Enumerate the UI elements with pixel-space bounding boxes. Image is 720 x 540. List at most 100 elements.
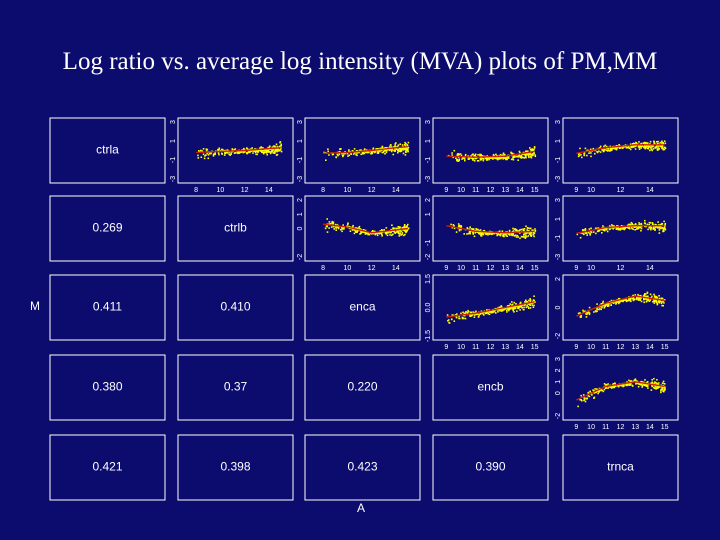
data-point xyxy=(587,231,590,234)
data-point xyxy=(625,145,628,148)
data-point xyxy=(585,232,588,234)
data-point xyxy=(641,386,643,388)
data-point xyxy=(271,150,274,153)
data-point xyxy=(661,388,664,391)
data-point xyxy=(651,384,653,387)
data-point xyxy=(610,149,613,151)
data-point xyxy=(646,381,649,383)
data-point xyxy=(469,226,471,229)
data-point xyxy=(377,148,379,150)
data-point xyxy=(469,232,471,234)
data-point xyxy=(333,228,335,230)
data-point xyxy=(586,397,588,400)
data-point xyxy=(217,152,220,154)
data-point xyxy=(275,143,278,146)
data-point xyxy=(598,228,600,231)
data-point xyxy=(473,154,475,157)
x-tick-label: 14 xyxy=(516,187,524,194)
data-point xyxy=(358,227,360,229)
data-point xyxy=(482,230,485,232)
data-point xyxy=(618,147,621,150)
data-point xyxy=(626,381,628,383)
data-point xyxy=(269,151,271,153)
data-point xyxy=(274,149,277,152)
data-point xyxy=(456,154,459,157)
data-point xyxy=(402,234,405,237)
data-point xyxy=(356,229,358,232)
data-point xyxy=(515,305,518,308)
data-point xyxy=(625,226,627,229)
data-point xyxy=(279,149,282,151)
data-point xyxy=(474,314,476,316)
data-point xyxy=(612,225,614,227)
data-point xyxy=(523,230,525,232)
data-point xyxy=(331,222,333,224)
data-point xyxy=(644,297,647,300)
data-point xyxy=(481,231,483,234)
data-point xyxy=(622,147,624,149)
data-point xyxy=(656,302,658,305)
data-point xyxy=(591,394,593,396)
data-point xyxy=(657,383,660,386)
data-point xyxy=(613,147,615,149)
data-point xyxy=(598,391,600,393)
data-point xyxy=(603,307,606,309)
data-point xyxy=(348,150,350,153)
data-point xyxy=(655,382,657,384)
data-point xyxy=(528,233,531,235)
data-point xyxy=(532,299,535,301)
data-point xyxy=(376,232,378,235)
data-point xyxy=(359,149,361,151)
data-point xyxy=(618,384,621,387)
data-point xyxy=(627,147,629,149)
data-point xyxy=(328,221,331,223)
data-point xyxy=(508,232,511,235)
x-tick-label: 12 xyxy=(368,265,376,272)
data-point xyxy=(619,229,622,231)
data-point xyxy=(513,235,516,237)
x-axis-label: A xyxy=(357,501,365,515)
x-tick-label: 12 xyxy=(617,187,625,194)
data-point xyxy=(389,234,391,236)
data-point xyxy=(481,312,484,315)
data-point xyxy=(624,227,626,229)
data-point xyxy=(642,142,644,144)
data-point xyxy=(658,301,660,304)
data-point xyxy=(487,312,489,315)
data-point xyxy=(471,228,473,230)
data-point xyxy=(360,153,362,156)
data-point xyxy=(516,229,518,232)
data-point xyxy=(654,381,656,383)
data-point xyxy=(663,225,666,228)
data-point xyxy=(397,144,400,146)
data-point xyxy=(493,232,495,235)
data-point xyxy=(604,228,607,231)
data-point xyxy=(495,157,498,159)
data-point xyxy=(583,153,585,155)
data-point xyxy=(529,304,531,306)
data-point xyxy=(490,157,492,159)
data-point xyxy=(620,147,622,149)
data-point xyxy=(644,293,647,295)
data-point xyxy=(529,298,531,300)
data-point xyxy=(643,301,645,304)
data-point xyxy=(467,155,469,157)
data-point xyxy=(614,385,617,388)
data-point xyxy=(267,146,269,149)
data-point xyxy=(489,311,491,313)
data-point xyxy=(474,153,477,156)
data-point xyxy=(470,155,472,157)
data-point xyxy=(525,299,527,302)
data-point xyxy=(531,232,533,234)
data-point xyxy=(648,300,651,303)
data-point xyxy=(645,384,647,387)
y-tick-label: -1 xyxy=(297,157,304,163)
data-point xyxy=(399,229,402,232)
data-point xyxy=(362,229,365,231)
data-point xyxy=(491,232,494,235)
data-point xyxy=(453,320,456,322)
data-point xyxy=(395,148,398,150)
y-tick-label: -2 xyxy=(425,254,432,260)
x-tick-label: 15 xyxy=(661,344,669,351)
data-point xyxy=(519,306,522,308)
